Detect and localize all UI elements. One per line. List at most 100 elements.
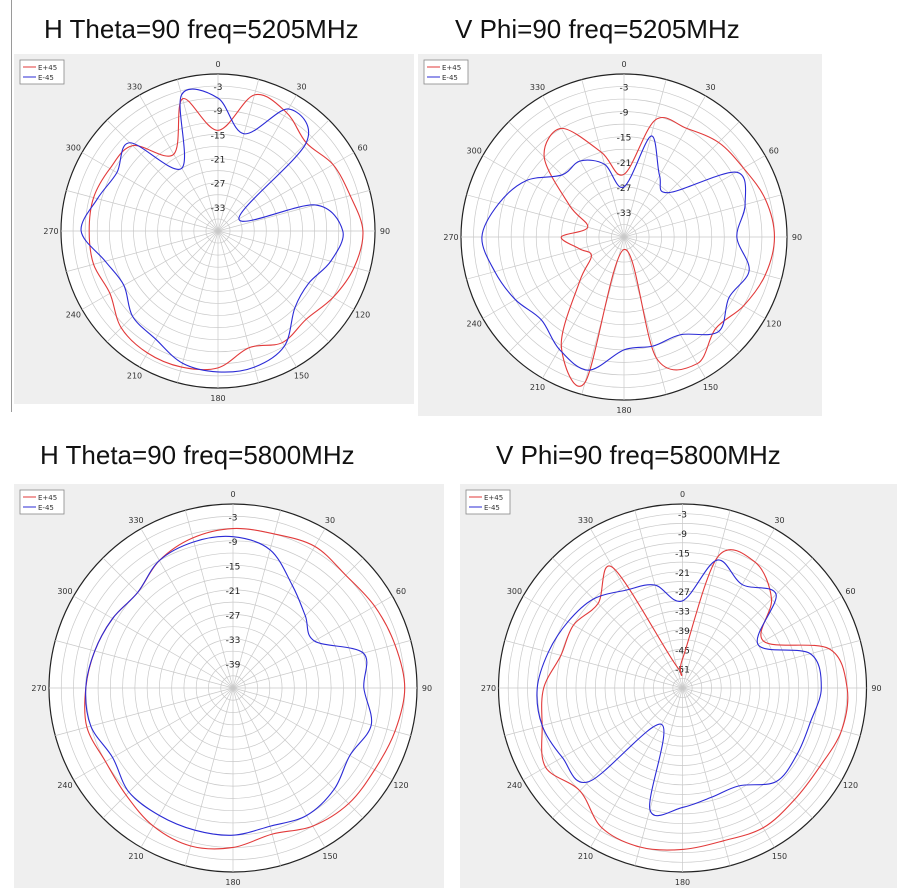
grid-spoke	[682, 528, 775, 689]
radial-tick-label: -21	[617, 159, 632, 169]
grid-spoke	[466, 194, 625, 238]
chart-title-3: H Theta=90 freq=5800MHz	[40, 440, 355, 470]
grid-spoke	[232, 687, 281, 866]
angular-tick-label: 60	[769, 147, 779, 156]
angular-tick-label: 90	[871, 684, 881, 693]
radial-tick-label: -27	[211, 180, 226, 190]
series-line-e-minus-45	[80, 88, 344, 373]
angular-tick-label: 120	[766, 320, 781, 329]
grid-spoke	[508, 236, 625, 353]
grid-spoke	[55, 687, 234, 736]
angular-tick-label: 30	[774, 516, 784, 525]
radial-tick-label: -27	[226, 611, 241, 621]
grid-spoke	[73, 687, 234, 781]
grid-spoke	[55, 640, 234, 689]
angular-tick-label: 0	[680, 490, 685, 499]
angular-tick-label: 330	[127, 82, 142, 91]
radial-tick-label: -39	[226, 660, 241, 670]
angular-tick-label: 240	[467, 320, 482, 329]
angular-tick-label: 120	[393, 781, 408, 790]
radial-tick-label: -15	[226, 562, 241, 572]
angular-tick-label: 60	[358, 144, 368, 153]
grid-spoke	[522, 595, 683, 689]
radial-tick-label: -3	[620, 84, 629, 94]
legend-entry: E+45	[442, 64, 461, 72]
grid-spoke	[552, 557, 683, 689]
legend-entry: E-45	[38, 504, 54, 512]
grid-spoke	[217, 152, 355, 232]
grid-spoke	[682, 557, 813, 689]
grid-spoke	[232, 687, 411, 736]
series-line-e-minus-45	[481, 135, 750, 371]
grid-spoke	[623, 236, 782, 280]
angular-tick-label: 180	[210, 394, 225, 403]
grid-spoke	[232, 510, 281, 689]
radial-tick-label: -3	[214, 83, 223, 93]
radial-tick-label: -21	[226, 587, 241, 597]
radial-grid	[49, 504, 417, 872]
angular-tick-label: 60	[845, 587, 855, 596]
grid-spoke	[623, 236, 706, 379]
angular-tick-label: 120	[355, 311, 370, 320]
grid-spoke	[232, 687, 393, 781]
legend: E+45 E-45	[423, 59, 469, 85]
angular-tick-label: 330	[128, 516, 143, 525]
radial-tick-label: -9	[678, 530, 687, 540]
angular-tick-label: 0	[230, 490, 235, 499]
grid-spoke	[102, 687, 234, 819]
grid-spoke	[682, 687, 775, 848]
grid-spoke	[217, 230, 297, 368]
grid-spoke	[623, 121, 740, 238]
angular-tick-label: 270	[43, 227, 58, 236]
legend-entry: E-45	[484, 504, 500, 512]
angular-tick-label: 30	[296, 82, 306, 91]
angular-tick-label: 270	[31, 684, 46, 693]
grid-spoke	[623, 155, 766, 238]
series-line-e-plus-45	[88, 93, 364, 371]
polar-plot-svg: 0 30 60 90 120 150 180 210 240 270 300 330 -3 -9 -15 -2…	[14, 54, 414, 404]
legend: E+45 E-45	[19, 59, 65, 85]
radial-grid	[61, 74, 375, 388]
angular-tick-label: 0	[621, 60, 626, 69]
grid-spoke	[682, 687, 861, 736]
grid-spoke	[217, 94, 297, 232]
polar-plot-svg: 0 30 60 90 120 150 180 210 240 270 300 330 -3 -9 -15 -2…	[460, 484, 897, 888]
grid-spoke	[508, 121, 625, 238]
angular-tick-label: 210	[128, 852, 143, 861]
series-line-e-plus-45	[541, 549, 849, 851]
radial-tick-label: -9	[229, 538, 238, 548]
radial-tick-label: -15	[211, 131, 226, 141]
angular-tick-label: 300	[66, 144, 81, 153]
angular-tick-label: 180	[675, 878, 690, 887]
grid-spoke	[682, 687, 843, 781]
angular-tick-label: 120	[843, 781, 858, 790]
angular-tick-label: 210	[127, 372, 142, 381]
grid-spoke	[232, 595, 393, 689]
angular-tick-label: 30	[705, 83, 715, 92]
angular-tick-label: 180	[616, 406, 631, 415]
legend-entry: E+45	[38, 494, 57, 502]
radial-tick-label: -15	[617, 134, 632, 144]
grid-spoke	[623, 236, 740, 353]
legend: E+45 E-45	[465, 489, 511, 515]
angular-tick-label: 150	[294, 372, 309, 381]
chart-title-2: V Phi=90 freq=5205MHz	[455, 14, 740, 44]
grid-spoke	[140, 687, 234, 848]
polar-chart-h-5205: 0 30 60 90 120 150 180 210 240 270 300 330 -3 -9 -15 -2…	[14, 54, 414, 404]
angular-tick-label: 150	[772, 852, 787, 861]
grid-spoke	[623, 236, 667, 395]
grid-spoke	[177, 79, 219, 232]
radial-tick-label: -45	[675, 646, 690, 656]
angular-tick-label: 270	[443, 233, 458, 242]
angular-tick-label: 90	[792, 233, 802, 242]
grid-spoke	[217, 230, 259, 383]
grid-spoke	[504, 640, 683, 689]
grid-spoke	[522, 687, 683, 781]
grid-spoke	[106, 119, 219, 232]
angular-tick-label: 210	[530, 383, 545, 392]
legend-entry: E-45	[442, 74, 458, 82]
grid-spoke	[623, 95, 706, 238]
grid-spoke	[102, 557, 234, 689]
grid-spoke	[682, 640, 861, 689]
grid-spoke	[623, 236, 766, 319]
